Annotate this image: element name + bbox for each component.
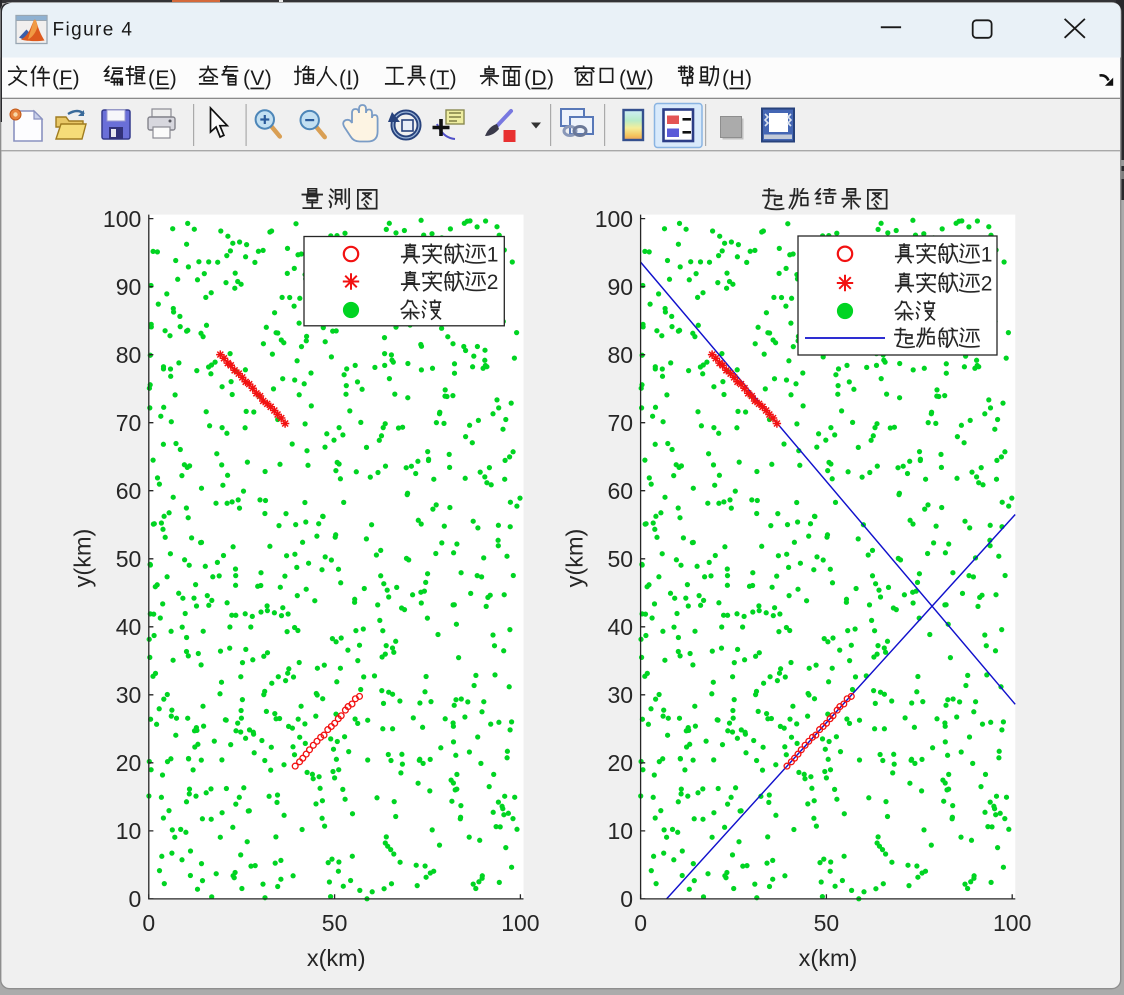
svg-text:50: 50: [322, 910, 348, 936]
svg-text:100: 100: [501, 910, 539, 936]
svg-text:x(km): x(km): [799, 945, 858, 971]
svg-text:100: 100: [595, 206, 633, 232]
svg-text:70: 70: [608, 410, 634, 436]
svg-text:(H): (H): [722, 67, 752, 90]
svg-text:0: 0: [620, 886, 633, 912]
svg-text:60: 60: [608, 478, 634, 504]
svg-text:40: 40: [116, 614, 142, 640]
svg-text:90: 90: [116, 274, 142, 300]
svg-text:Figure 4: Figure 4: [53, 20, 134, 41]
svg-text:60: 60: [116, 478, 142, 504]
svg-text:30: 30: [116, 682, 142, 708]
svg-text:(D): (D): [524, 67, 554, 90]
svg-text:2: 2: [981, 273, 993, 296]
svg-text:10: 10: [608, 818, 634, 844]
svg-text:50: 50: [608, 546, 634, 572]
svg-text:(F): (F): [52, 67, 80, 90]
svg-text:(T): (T): [429, 67, 457, 90]
svg-text:0: 0: [142, 910, 155, 936]
svg-text:50: 50: [814, 910, 840, 936]
svg-text:(I): (I): [339, 67, 360, 90]
svg-text:40: 40: [608, 614, 634, 640]
svg-text:90: 90: [608, 274, 634, 300]
svg-text:70: 70: [116, 410, 142, 436]
svg-text:20: 20: [608, 750, 634, 776]
svg-text:(V): (V): [243, 67, 272, 90]
svg-text:0: 0: [129, 886, 142, 912]
svg-text:y(km): y(km): [561, 529, 587, 588]
svg-text:1: 1: [487, 244, 499, 267]
svg-text:30: 30: [608, 682, 634, 708]
svg-text:(E): (E): [148, 67, 177, 90]
svg-text:100: 100: [993, 910, 1031, 936]
svg-text:80: 80: [608, 342, 634, 368]
svg-text:x(km): x(km): [307, 945, 366, 971]
svg-text:20: 20: [116, 750, 142, 776]
svg-text:y(km): y(km): [70, 529, 96, 588]
svg-text:1: 1: [981, 243, 993, 266]
svg-text:0: 0: [634, 910, 647, 936]
svg-text:100: 100: [103, 206, 141, 232]
svg-text:2: 2: [487, 271, 499, 294]
svg-text:(W): (W): [619, 67, 654, 90]
svg-text:50: 50: [116, 546, 142, 572]
svg-text:80: 80: [116, 342, 142, 368]
svg-text:10: 10: [116, 818, 142, 844]
